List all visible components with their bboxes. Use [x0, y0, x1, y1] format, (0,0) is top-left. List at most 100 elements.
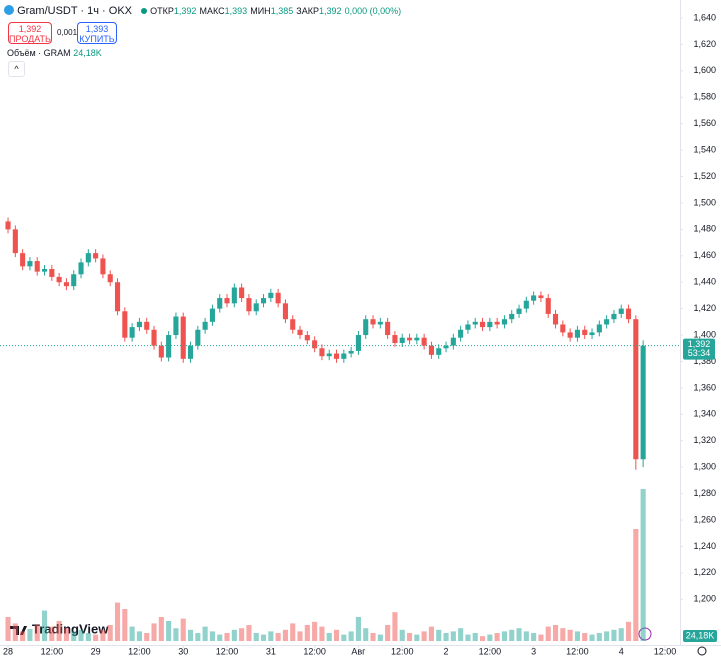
y-tick-label: 1,520	[693, 171, 716, 181]
volume-bar	[114, 602, 121, 641]
candle-body	[93, 253, 99, 259]
candle-body	[538, 295, 544, 299]
volume-bar	[290, 623, 296, 641]
candle-body	[136, 321, 142, 328]
candle-body	[246, 298, 252, 312]
volume-bar	[531, 633, 537, 641]
volume-bar	[385, 625, 391, 641]
settings-icon[interactable]	[697, 646, 707, 656]
volume-bar	[428, 626, 434, 641]
candle-body	[479, 321, 486, 328]
ohlc-label: МИН	[250, 6, 271, 16]
candle-body	[34, 261, 40, 272]
y-tick-label: 1,480	[693, 224, 716, 234]
volume-bar	[312, 621, 318, 641]
volume-bar	[41, 610, 48, 641]
volume-bar	[166, 621, 172, 641]
candle-body	[326, 353, 332, 357]
candle-body	[421, 337, 427, 346]
candle-body	[20, 253, 26, 267]
volume-bar	[268, 631, 274, 641]
candle-body	[531, 295, 537, 301]
volume-bar	[450, 631, 456, 641]
volume-bar	[71, 631, 77, 641]
candle-body	[297, 329, 303, 336]
price-tag	[683, 338, 715, 360]
candle-body	[443, 345, 449, 349]
candle-body	[516, 308, 522, 314]
x-tick-label: 30	[178, 646, 188, 656]
volume-bar	[107, 625, 113, 641]
collapse-button[interactable]: ^	[8, 61, 25, 77]
x-tick-label: 12:00	[654, 646, 677, 656]
volume-bar	[5, 617, 11, 641]
volume-bar	[34, 625, 40, 641]
candle-body	[78, 262, 84, 275]
candle-body	[275, 292, 281, 304]
volume-bar	[12, 623, 18, 641]
volume-bar	[100, 629, 106, 641]
candle-body	[144, 321, 150, 330]
candle-body	[312, 340, 318, 349]
candle-body	[129, 327, 135, 338]
x-tick-label: 12:00	[566, 646, 589, 656]
volume-tag	[683, 630, 717, 642]
volume-bar	[333, 629, 340, 641]
y-tick-label: 1,460	[693, 250, 716, 260]
candle-body	[173, 316, 179, 336]
candle-body	[151, 329, 157, 346]
volume-bar	[253, 633, 259, 641]
candle-body	[239, 287, 245, 299]
volume-bar	[640, 489, 646, 641]
volume-bar	[465, 634, 471, 641]
y-tick-label: 1,600	[693, 65, 716, 75]
ohlc-label: ЗАКР	[296, 6, 319, 16]
candle-body	[625, 308, 632, 320]
volume-bar	[260, 634, 267, 641]
candle-body	[582, 329, 588, 336]
volume-bar	[545, 626, 551, 641]
volume-bar	[202, 626, 208, 641]
candle-body	[487, 321, 493, 328]
candle-body	[341, 353, 347, 359]
candle-body	[253, 303, 259, 312]
volume-bar	[326, 633, 332, 641]
candle-body	[260, 298, 267, 304]
ohlc-value: 1,392	[173, 6, 197, 16]
y-tick-label: 1,240	[693, 541, 716, 551]
volume-bar	[195, 633, 201, 641]
volume-bar	[625, 621, 632, 641]
candle-body	[195, 329, 201, 346]
y-tick-label: 1,260	[693, 514, 716, 524]
candle-body	[509, 313, 515, 320]
candle-body	[224, 298, 230, 304]
candle-body	[414, 337, 420, 341]
y-tick-label: 1,340	[693, 409, 716, 419]
candle-body	[282, 303, 288, 320]
candle-body	[450, 337, 456, 346]
candle-body	[523, 300, 529, 309]
buy-button[interactable]: 1,393 КУПИТЬ	[77, 22, 117, 44]
candle-body	[107, 274, 113, 283]
candle-body	[202, 321, 208, 330]
candle-body	[27, 261, 33, 267]
volume-bar	[392, 612, 398, 641]
volume-bar	[49, 626, 55, 641]
x-tick-label: 12:00	[391, 646, 414, 656]
y-tick-label: 1,620	[693, 39, 716, 49]
x-tick-label: 4	[619, 646, 624, 656]
candle-body	[560, 324, 566, 333]
y-tick-label: 1,320	[693, 435, 716, 445]
volume-bar	[275, 633, 281, 641]
sell-button[interactable]: 1,392 ПРОДАТЬ	[8, 22, 52, 44]
volume-bar	[93, 634, 99, 641]
volume-bar	[523, 631, 529, 641]
ohlc-value: 1,392	[318, 6, 342, 16]
volume-bar	[122, 609, 128, 641]
volume-bar	[151, 623, 157, 641]
volume-legend: Объём · GRAM 24,18K	[7, 48, 102, 58]
y-tick-label: 1,420	[693, 303, 716, 313]
candle-body	[567, 332, 573, 338]
status-dot	[141, 8, 148, 14]
volume-bar	[348, 631, 354, 641]
